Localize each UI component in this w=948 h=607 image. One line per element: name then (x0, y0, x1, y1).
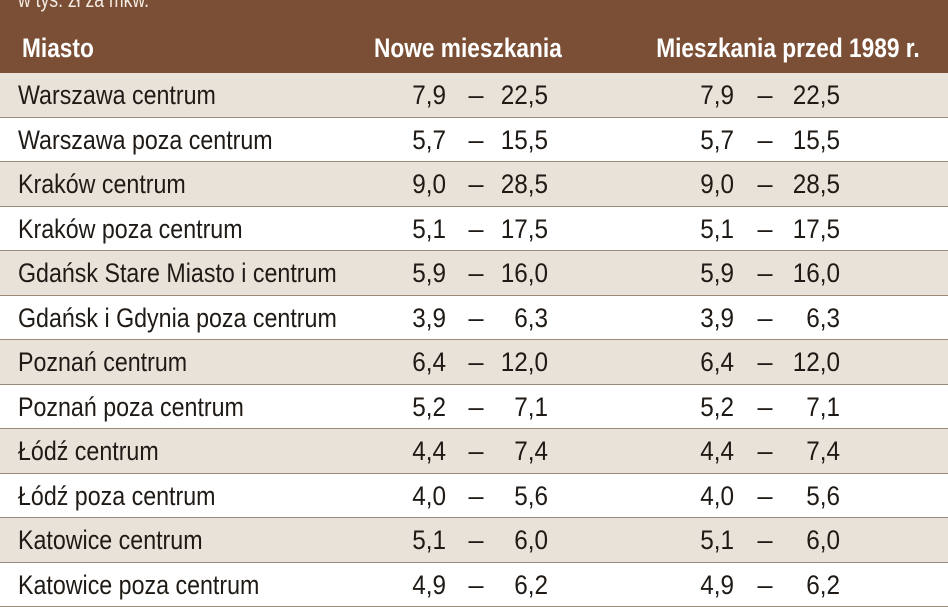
old-max-value: 6,3 (768, 302, 840, 334)
old-max-value: 16,0 (768, 257, 840, 289)
new-max-value: 7,4 (476, 435, 548, 467)
city-cell: Łódź centrum (18, 435, 159, 467)
old-max-value: 22,5 (768, 79, 840, 111)
old-max-value: 7,4 (768, 435, 840, 467)
old-min-value: 9,0 (662, 168, 734, 200)
city-cell: Łódź poza centrum (18, 480, 215, 512)
old-max-value: 6,2 (768, 569, 840, 601)
new-min-value: 3,9 (374, 302, 446, 334)
new-min-value: 5,1 (374, 524, 446, 556)
new-min-value: 4,9 (374, 569, 446, 601)
new-min-value: 9,0 (374, 168, 446, 200)
city-cell: Kraków poza centrum (18, 213, 243, 245)
old-min-value: 6,4 (662, 346, 734, 378)
new-min-value: 7,9 (374, 79, 446, 111)
city-cell: Katowice centrum (18, 524, 203, 556)
city-cell: Katowice poza centrum (18, 569, 259, 601)
new-max-value: 12,0 (476, 346, 548, 378)
old-min-value: 5,2 (662, 391, 734, 423)
new-max-value: 22,5 (476, 79, 548, 111)
city-cell: Gdańsk Stare Miasto i centrum (18, 257, 337, 289)
new-min-value: 4,0 (374, 480, 446, 512)
old-min-value: 4,9 (662, 569, 734, 601)
old-max-value: 12,0 (768, 346, 840, 378)
table-subtitle: w tys. zł za mkw. (18, 0, 149, 13)
column-header-city: Miasto (22, 33, 94, 64)
old-min-value: 4,4 (662, 435, 734, 467)
new-min-value: 6,4 (374, 346, 446, 378)
old-max-value: 15,5 (768, 124, 840, 156)
new-max-value: 6,0 (476, 524, 548, 556)
column-header-old-flats: Mieszkania przed 1989 r. (657, 33, 920, 64)
new-min-value: 5,9 (374, 257, 446, 289)
new-max-value: 15,5 (476, 124, 548, 156)
old-max-value: 5,6 (768, 480, 840, 512)
new-max-value: 7,1 (476, 391, 548, 423)
old-max-value: 6,0 (768, 524, 840, 556)
old-max-value: 17,5 (768, 213, 840, 245)
old-min-value: 5,9 (662, 257, 734, 289)
new-min-value: 5,1 (374, 213, 446, 245)
city-cell: Gdańsk i Gdynia poza centrum (18, 302, 337, 334)
new-max-value: 16,0 (476, 257, 548, 289)
city-cell: Poznań centrum (18, 346, 187, 378)
old-min-value: 5,1 (662, 524, 734, 556)
old-min-value: 5,7 (662, 124, 734, 156)
new-max-value: 5,6 (476, 480, 548, 512)
old-min-value: 5,1 (662, 213, 734, 245)
new-max-value: 28,5 (476, 168, 548, 200)
city-cell: Kraków centrum (18, 168, 186, 200)
new-min-value: 5,2 (374, 391, 446, 423)
city-cell: Poznań poza centrum (18, 391, 244, 423)
old-min-value: 3,9 (662, 302, 734, 334)
new-max-value: 17,5 (476, 213, 548, 245)
table-header-banner: w tys. zł za mkw. Miasto Nowe mieszkania… (0, 0, 948, 73)
old-max-value: 28,5 (768, 168, 840, 200)
city-cell: Warszawa centrum (18, 79, 216, 111)
new-max-value: 6,2 (476, 569, 548, 601)
city-cell: Warszawa poza centrum (18, 124, 273, 156)
old-min-value: 4,0 (662, 480, 734, 512)
new-min-value: 4,4 (374, 435, 446, 467)
new-min-value: 5,7 (374, 124, 446, 156)
column-header-new-flats: Nowe mieszkania (374, 33, 562, 64)
old-min-value: 7,9 (662, 79, 734, 111)
new-max-value: 6,3 (476, 302, 548, 334)
old-max-value: 7,1 (768, 391, 840, 423)
